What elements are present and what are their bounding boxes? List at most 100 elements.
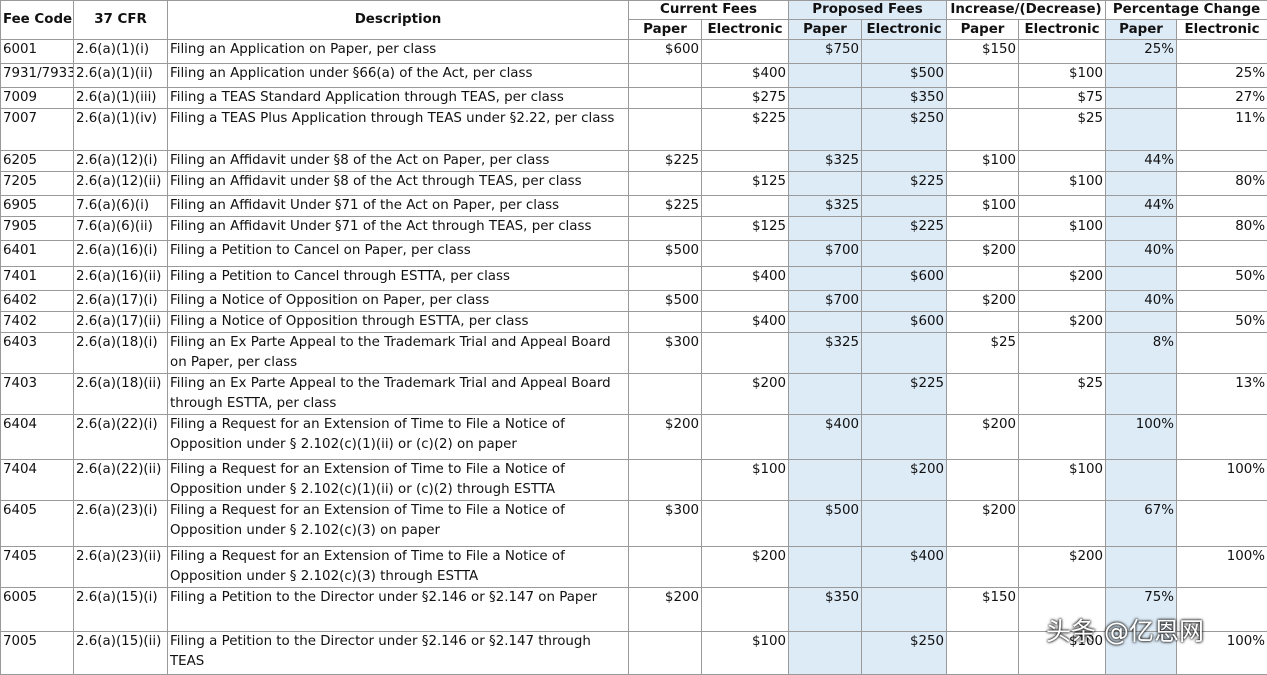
text-cell: 6403	[1, 333, 74, 374]
text-cell: 7404	[1, 460, 74, 501]
fee-cell: $100	[947, 196, 1019, 217]
fee-cell	[1019, 196, 1106, 217]
fee-cell: $250	[862, 109, 947, 151]
fee-cell: $600	[862, 312, 947, 333]
fee-cell	[947, 109, 1019, 151]
fee-cell	[629, 460, 702, 501]
fee-cell	[1106, 374, 1177, 415]
fee-cell: $350	[862, 88, 947, 109]
text-cell: Filing a Request for an Extension of Tim…	[168, 460, 629, 501]
text-cell: 7401	[1, 267, 74, 291]
fee-cell	[947, 632, 1019, 675]
fee-cell	[789, 172, 862, 196]
fee-cell: $200	[947, 501, 1019, 547]
fee-cell: $300	[629, 333, 702, 374]
fee-cell: $500	[629, 291, 702, 312]
fee-cell	[947, 64, 1019, 88]
text-cell: 2.6(a)(18)(ii)	[74, 374, 168, 415]
fee-cell: $750	[789, 40, 862, 64]
fee-cell	[1177, 151, 1267, 172]
group-header: Current Fees	[629, 1, 789, 20]
text-cell: 2.6(a)(23)(ii)	[74, 547, 168, 588]
fee-cell: $200	[702, 374, 789, 415]
fee-cell: $125	[702, 172, 789, 196]
text-cell: Filing a TEAS Standard Application throu…	[168, 88, 629, 109]
fee-cell	[789, 632, 862, 675]
text-cell: Filing an Application under §66(a) of th…	[168, 64, 629, 88]
header-cell: Description	[168, 1, 629, 40]
watermark: 头条 @亿恩网	[1046, 612, 1204, 648]
text-cell: Filing a Request for an Extension of Tim…	[168, 501, 629, 547]
text-cell: 6401	[1, 241, 74, 267]
group-header: Increase/(Decrease)	[947, 1, 1106, 20]
fee-cell: $75	[1019, 88, 1106, 109]
fee-cell	[1106, 547, 1177, 588]
text-cell: 6205	[1, 151, 74, 172]
text-cell: 2.6(a)(22)(ii)	[74, 460, 168, 501]
text-cell: 7.6(a)(6)(i)	[74, 196, 168, 217]
text-cell: 2.6(a)(16)(ii)	[74, 267, 168, 291]
fee-cell: $250	[862, 632, 947, 675]
text-cell: Filing an Ex Parte Appeal to the Tradema…	[168, 333, 629, 374]
fee-cell: 50%	[1177, 267, 1267, 291]
fee-cell	[702, 333, 789, 374]
text-cell: Filing an Affidavit Under §71 of the Act…	[168, 217, 629, 241]
fee-cell	[629, 267, 702, 291]
text-cell: 7931/7933	[1, 64, 74, 88]
fee-cell: $200	[1019, 312, 1106, 333]
fee-cell: 13%	[1177, 374, 1267, 415]
fee-cell	[702, 291, 789, 312]
fee-cell	[702, 196, 789, 217]
fee-cell	[1106, 88, 1177, 109]
fee-cell: $200	[1019, 547, 1106, 588]
sub-header: Paper	[629, 20, 702, 40]
fee-cell: $25	[1019, 374, 1106, 415]
fee-cell	[862, 291, 947, 312]
fee-cell: $200	[1019, 267, 1106, 291]
fee-cell: 100%	[1106, 415, 1177, 460]
text-cell: Filing a Petition to the Director under …	[168, 588, 629, 632]
text-cell: Filing an Affidavit under §8 of the Act …	[168, 151, 629, 172]
fee-cell: $325	[789, 151, 862, 172]
text-cell: Filing a Request for an Extension of Tim…	[168, 547, 629, 588]
fee-cell: $400	[702, 312, 789, 333]
fee-cell: $200	[947, 415, 1019, 460]
fee-cell: $200	[629, 415, 702, 460]
group-header: Proposed Fees	[789, 1, 947, 20]
text-cell: Filing a Notice of Opposition through ES…	[168, 312, 629, 333]
text-cell: 7009	[1, 88, 74, 109]
fee-cell	[1177, 501, 1267, 547]
fee-cell	[947, 88, 1019, 109]
text-cell: 7007	[1, 109, 74, 151]
text-cell: 2.6(a)(12)(ii)	[74, 172, 168, 196]
fee-cell	[629, 547, 702, 588]
fee-cell	[1106, 267, 1177, 291]
group-header: Percentage Change	[1106, 1, 1267, 20]
fee-cell	[789, 374, 862, 415]
fee-cell: $700	[789, 291, 862, 312]
fee-cell: $500	[789, 501, 862, 547]
text-cell: Filing a Petition to the Director under …	[168, 632, 629, 675]
fee-cell: $200	[862, 460, 947, 501]
fee-cell	[629, 88, 702, 109]
fee-cell	[947, 172, 1019, 196]
fee-cell: 8%	[1106, 333, 1177, 374]
fee-cell	[862, 333, 947, 374]
text-cell: 6001	[1, 40, 74, 64]
sub-header: Paper	[789, 20, 862, 40]
fee-cell: $25	[1019, 109, 1106, 151]
sub-header: Electronic	[862, 20, 947, 40]
fee-cell	[702, 40, 789, 64]
fee-cell	[862, 151, 947, 172]
fee-cell: 100%	[1177, 547, 1267, 588]
fee-cell	[1019, 151, 1106, 172]
fee-cell: 25%	[1177, 64, 1267, 88]
text-cell: 6404	[1, 415, 74, 460]
fee-cell: $100	[947, 151, 1019, 172]
